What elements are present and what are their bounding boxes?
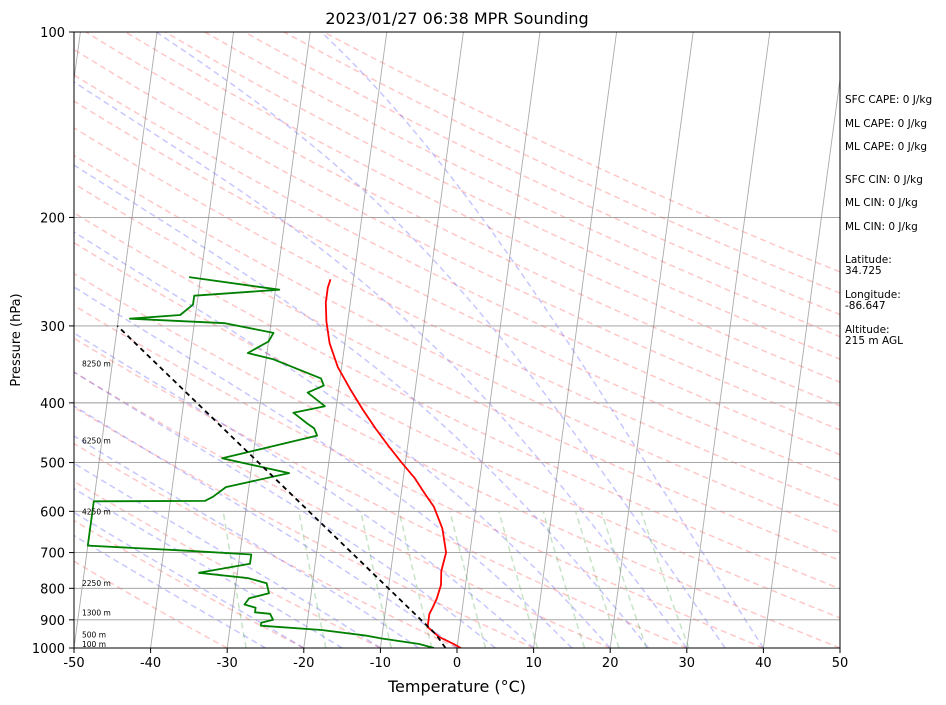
dry-adiabat-line bbox=[125, 32, 840, 383]
mixing-ratio-line bbox=[449, 511, 487, 648]
isotherm-line bbox=[150, 32, 235, 648]
dry-adiabat-line bbox=[85, 32, 840, 407]
x-tick-label: 40 bbox=[755, 656, 772, 671]
isotherm-line bbox=[686, 32, 771, 648]
y-axis-label: Pressure (hPa) bbox=[9, 293, 24, 386]
dewpoint-trace bbox=[86, 276, 435, 648]
x-tick-label: -30 bbox=[217, 656, 238, 671]
x-tick-label: 20 bbox=[602, 656, 619, 671]
moist-adiabat-line bbox=[74, 231, 611, 648]
chart-title: 2023/01/27 06:38 MPR Sounding bbox=[325, 9, 588, 28]
longitude-stat: Longitude: -86.647 bbox=[845, 289, 901, 312]
isotherm-line bbox=[303, 32, 388, 648]
x-tick-label: -40 bbox=[140, 656, 161, 671]
dry-adiabat-line bbox=[244, 32, 840, 316]
y-tick-label: 300 bbox=[40, 320, 65, 335]
dry-adiabat-line bbox=[74, 480, 381, 648]
height-label: 100 m bbox=[82, 640, 106, 649]
dry-adiabat-line bbox=[74, 241, 840, 619]
moist-adiabat-line bbox=[74, 332, 535, 648]
altitude-stat: Altitude: 215 m AGL bbox=[845, 324, 903, 347]
x-tick-label: 30 bbox=[679, 656, 696, 671]
dry-adiabat-line bbox=[74, 154, 840, 534]
dry-adiabat-line bbox=[74, 560, 228, 648]
height-label: 4250 m bbox=[82, 507, 111, 516]
moist-adiabat-line bbox=[74, 435, 420, 648]
moist-adiabat-line bbox=[74, 371, 496, 648]
mixing-ratio-line bbox=[574, 511, 620, 648]
x-tick-label: -50 bbox=[63, 656, 84, 671]
x-tick-label: 0 bbox=[453, 656, 461, 671]
dry-adiabat-line bbox=[74, 211, 840, 590]
moist-adiabat-line bbox=[74, 81, 688, 648]
y-tick-label: 800 bbox=[40, 582, 65, 597]
dry-adiabat-line bbox=[283, 32, 840, 294]
ml-cape-stat: ML CAPE: 0 J/kg bbox=[845, 118, 928, 130]
height-label: 2250 m bbox=[82, 579, 111, 588]
y-tick-label: 600 bbox=[40, 505, 65, 520]
y-tick-label: 400 bbox=[40, 397, 65, 412]
moist-adiabat-line bbox=[74, 286, 573, 648]
dry-adiabat-line bbox=[74, 406, 534, 648]
sfc-cape-stat: SFC CAPE: 0 J/kg bbox=[845, 94, 933, 106]
height-label: 8250 m bbox=[82, 359, 111, 368]
isotherm-line bbox=[0, 32, 4, 648]
height-label: 500 m bbox=[82, 630, 106, 639]
isotherm-line bbox=[609, 32, 694, 648]
isotherm-line bbox=[533, 32, 618, 648]
dry-adiabat-line bbox=[164, 32, 840, 360]
mu-cin-stat: ML CIN: 0 J/kg bbox=[845, 221, 918, 233]
dry-adiabat-line bbox=[74, 182, 840, 562]
x-tick-label: -10 bbox=[370, 656, 391, 671]
moist-adiabat-line bbox=[320, 32, 765, 648]
x-tick-label: 50 bbox=[832, 656, 849, 671]
dry-adiabat-line bbox=[74, 48, 840, 431]
y-tick-label: 100 bbox=[40, 26, 65, 41]
dry-adiabat-line bbox=[74, 126, 840, 507]
isotherm-line bbox=[456, 32, 541, 648]
moist-adiabat-line bbox=[74, 487, 343, 648]
y-tick-label: 200 bbox=[40, 211, 65, 226]
dry-adiabat-line bbox=[74, 371, 611, 648]
plot-frame bbox=[73, 31, 841, 649]
height-label: 6250 m bbox=[82, 436, 111, 445]
dry-adiabat-line bbox=[204, 32, 840, 338]
mixing-ratio-line bbox=[600, 511, 648, 648]
moist-adiabat-line bbox=[74, 511, 305, 648]
mu-cape-stat: ML CAPE: 0 J/kg bbox=[845, 141, 928, 153]
ml-cin-stat: ML CIN: 0 J/kg bbox=[845, 197, 918, 209]
x-tick-label: 10 bbox=[525, 656, 542, 671]
sfc-cin-stat: SFC CIN: 0 J/kg bbox=[845, 174, 923, 186]
isotherm-line bbox=[379, 32, 464, 648]
dry-adiabat-line bbox=[74, 100, 840, 481]
x-axis-label: Temperature (°C) bbox=[387, 677, 526, 696]
y-tick-label: 1000 bbox=[32, 642, 65, 657]
moist-adiabat-line bbox=[74, 462, 381, 648]
temperature-trace bbox=[324, 279, 462, 648]
mixing-ratio-line bbox=[360, 511, 393, 648]
mixing-ratio-line bbox=[498, 511, 539, 648]
moist-adiabat-line bbox=[155, 32, 726, 648]
dry-adiabat-line bbox=[74, 442, 458, 648]
mixing-ratio-line bbox=[298, 511, 327, 648]
dry-adiabat-line bbox=[74, 519, 305, 648]
mixing-ratio-line bbox=[640, 511, 690, 648]
parcel-path-trace bbox=[116, 325, 447, 648]
y-tick-label: 700 bbox=[40, 547, 65, 562]
y-tick-label: 500 bbox=[40, 457, 65, 472]
height-label: 1300 m bbox=[82, 608, 111, 617]
dry-adiabat-line bbox=[74, 304, 764, 648]
isotherm-line bbox=[762, 76, 840, 648]
x-tick-label: -20 bbox=[293, 656, 314, 671]
y-tick-label: 900 bbox=[40, 614, 65, 629]
moist-adiabat-line bbox=[74, 164, 650, 648]
dry-adiabat-line bbox=[74, 272, 840, 648]
moist-adiabat-line bbox=[74, 405, 458, 648]
latitude-stat: Latitude: 34.725 bbox=[845, 254, 892, 277]
